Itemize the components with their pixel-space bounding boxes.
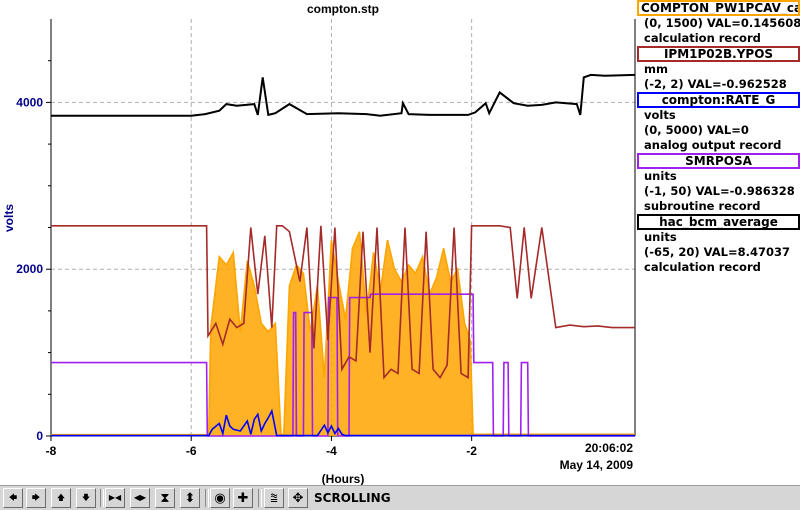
- zoom-in-x-icon: ▶◀: [108, 493, 122, 502]
- add-button[interactable]: ✚: [233, 488, 253, 508]
- legend-range-value: (-1, 50) VAL=-0.986328: [644, 184, 795, 198]
- toolbar-separator: [205, 489, 209, 507]
- tick-labels: -8 -6 -4 -2 0 2000 4000: [16, 95, 477, 458]
- legend-record-type: calculation record: [644, 260, 761, 274]
- status-text: SCROLLING: [314, 491, 391, 505]
- legend-range-value: (-65, 20) VAL=8.47037: [644, 245, 791, 259]
- pan-icon: ✥: [292, 490, 304, 506]
- legend-range-value: (-2, 2) VAL=-0.962528: [644, 77, 787, 91]
- series-line-COMPTON_PW1PCAV_ca: [51, 231, 635, 436]
- series-line-hac_bcm_average: [51, 73, 636, 117]
- legend-title[interactable]: COMPTON_PW1PCAV_ca: [637, 0, 800, 16]
- zoom-out-y-icon: ⬍: [184, 490, 196, 506]
- scroll-up-icon: 🡅: [56, 493, 66, 502]
- toolbar-separator: [258, 489, 262, 507]
- toolbar-separator: [100, 489, 104, 507]
- x-tick-label: -6: [186, 444, 197, 458]
- y-tick-label: 2000: [16, 262, 43, 276]
- series-line-compton:RATE_G: [51, 408, 635, 437]
- series-line-IPM1P02B.YPOS: [51, 225, 635, 380]
- zoom-in-y-button[interactable]: ⧗: [155, 488, 175, 508]
- scroll-left-icon: 🡄: [8, 493, 18, 502]
- y-axis-label: volts: [2, 204, 16, 232]
- x-tick-label: -4: [326, 444, 337, 458]
- legend-record-type: subroutine record: [644, 199, 761, 213]
- x-tick-label: -8: [46, 444, 57, 458]
- x-tick-label: -2: [466, 444, 477, 458]
- scroll-right-button[interactable]: 🡆: [26, 488, 46, 508]
- y-tick-label: 0: [36, 429, 43, 443]
- autoscale-button[interactable]: ⩰: [264, 488, 284, 508]
- grid: [50, 19, 635, 436]
- zoom-in-y-icon: ⧗: [160, 490, 170, 506]
- series-area-COMPTON_PW1PCAV_ca: [51, 231, 635, 436]
- y-tick-label: 4000: [16, 95, 43, 109]
- series-line-SMRPOSA: [51, 293, 635, 437]
- series-lines: [51, 73, 636, 437]
- scroll-right-icon: 🡆: [31, 493, 41, 502]
- autoscale-icon: ⩰: [270, 490, 278, 506]
- time-label: 20:06:02: [585, 441, 633, 455]
- legend-record-type: analog output record: [644, 138, 782, 152]
- toolbar: SCROLLING 🡄 🡆 🡅 🡇 ▶◀ ◀▶ ⧗ ⬍ ◉ ✚ ⩰ ✥: [0, 485, 800, 510]
- add-icon: ✚: [237, 490, 249, 506]
- center-button[interactable]: ◉: [210, 488, 230, 508]
- x-axis-label: (Hours): [322, 472, 365, 485]
- scroll-down-icon: 🡇: [81, 493, 91, 502]
- zoom-out-x-button[interactable]: ◀▶: [130, 488, 150, 508]
- legend-unit: mm: [644, 62, 668, 76]
- legend-range-value: (0, 5000) VAL=0: [644, 123, 749, 137]
- chart-title: compton.stp: [307, 2, 379, 16]
- date-label: May 14, 2009: [560, 458, 634, 472]
- legend-range-value: (0, 1500) VAL=0.145608: [644, 16, 800, 30]
- chart: compton.stp volts -8 -6 -4 -2 0 2000 4000 20:0…: [2, 2, 636, 485]
- pan-button[interactable]: ✥: [288, 488, 308, 508]
- legend-record-type: calculation record: [644, 31, 761, 45]
- legend-title[interactable]: compton:RATE_G: [637, 92, 800, 108]
- scroll-down-button[interactable]: 🡇: [76, 488, 96, 508]
- legend: COMPTON_PW1PCAV_ca (0, 1500) VAL=0.145608…: [637, 0, 800, 275]
- scroll-left-button[interactable]: 🡄: [3, 488, 23, 508]
- legend-title[interactable]: IPM1P02B.YPOS: [637, 46, 800, 62]
- zoom-in-x-button[interactable]: ▶◀: [105, 488, 125, 508]
- zoom-out-x-icon: ◀▶: [133, 493, 147, 502]
- legend-unit: volts: [644, 108, 676, 122]
- legend-unit: units: [644, 169, 677, 183]
- legend-title[interactable]: hac_bcm_average: [637, 214, 800, 230]
- legend-title[interactable]: SMRPOSA: [637, 153, 800, 169]
- zoom-out-y-button[interactable]: ⬍: [180, 488, 200, 508]
- scroll-up-button[interactable]: 🡅: [51, 488, 71, 508]
- legend-unit: units: [644, 230, 677, 244]
- center-icon: ◉: [214, 490, 226, 506]
